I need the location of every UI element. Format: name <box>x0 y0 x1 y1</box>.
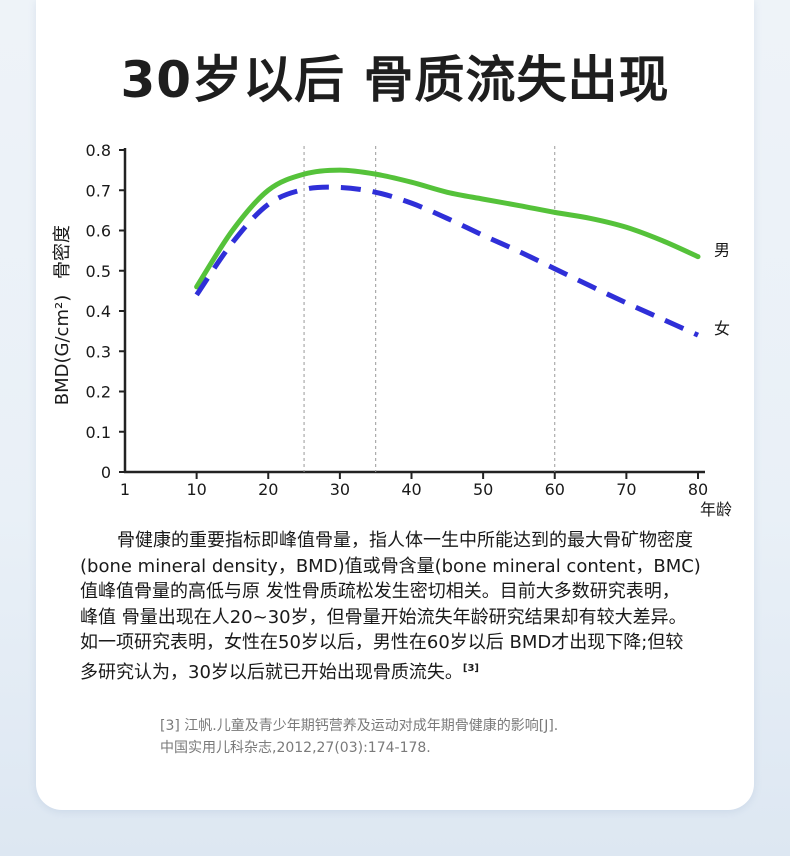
y-axis-label-bottom: BMD(G/cm²) <box>52 295 73 405</box>
paragraph-line: 多研究认为，30岁以后就已开始出现骨质流失。[3] <box>80 656 720 686</box>
series-label: 男 <box>714 241 730 260</box>
x-axis-label: 年龄 <box>700 500 732 519</box>
content-card <box>36 0 754 810</box>
x-tick-label: 30 <box>330 480 350 499</box>
y-tick-label: 0 <box>101 463 111 482</box>
x-tick-label: 80 <box>688 480 708 499</box>
x-tick-label: 10 <box>186 480 206 499</box>
paragraph-line: 如一项研究表明，女性在50岁以后，男性在60岁以后 BMD才出现下降;但较 <box>80 632 684 653</box>
y-tick-label: 0.6 <box>86 222 111 241</box>
y-tick-label: 0.5 <box>86 262 111 281</box>
series-label: 女 <box>714 319 730 338</box>
paragraph-line: (bone mineral density，BMD)值或骨含量(bone min… <box>80 555 701 577</box>
paragraph-line: 骨健康的重要指标即峰值骨量，指人体一生中所能达到的最大骨矿物密度 <box>117 530 693 551</box>
citation-mark: [3] <box>462 662 480 674</box>
x-ticks: 1 10 20 30 40 50 60 70 80 <box>120 472 708 499</box>
bmd-line-chart: 0 0.1 0.2 0.3 0.4 0.5 0.6 0.7 0.8 1 10 20 30 40 50 60 7… <box>52 141 732 519</box>
description-paragraph: 骨健康的重要指标即峰值骨量，指人体一生中所能达到的最大骨矿物密度 (bone m… <box>80 528 720 685</box>
x-tick-label: 20 <box>258 480 278 499</box>
reference-lines <box>303 146 556 472</box>
y-ticks: 0 0.1 0.2 0.3 0.4 0.5 0.6 0.7 0.8 <box>86 141 125 482</box>
y-tick-label: 0.1 <box>86 423 111 442</box>
chart-axes <box>123 148 705 474</box>
reference: [3] 江帆.儿童及青少年期钙营养及运动对成年期骨健康的影响[J]. 中国实用儿… <box>160 715 660 759</box>
x-tick-label: 50 <box>473 480 493 499</box>
y-tick-label: 0.2 <box>86 383 111 402</box>
y-tick-label: 0.4 <box>86 302 111 321</box>
reference-line: 中国实用儿科杂志,2012,27(03):174-178. <box>160 740 431 756</box>
series-line-female <box>194 184 700 338</box>
x-tick-label: 40 <box>401 480 421 499</box>
reference-line: [3] 江帆.儿童及青少年期钙营养及运动对成年期骨健康的影响[J]. <box>160 718 559 734</box>
page-title: 30岁以后 骨质流失出现 <box>120 51 670 109</box>
y-tick-label: 0.8 <box>86 141 111 160</box>
paragraph-line-text: 多研究认为，30岁以后就已开始出现骨质流失。 <box>80 661 463 683</box>
y-axis-label-top: 骨密度 <box>52 225 73 279</box>
paragraph-line: 峰值 骨量出现在人20~30岁，但骨量开始流失年龄研究结果却有较大差异。 <box>80 606 687 628</box>
y-tick-label: 0.3 <box>86 342 111 361</box>
x-tick-label: 70 <box>616 480 636 499</box>
series-line-male <box>194 167 701 290</box>
x-tick-label: 60 <box>545 480 565 499</box>
paragraph-line: 值峰值骨量的高低与原 发性骨质疏松发生密切相关。目前大多数研究表明， <box>80 581 680 602</box>
series-group: 男女 <box>194 167 730 338</box>
y-tick-label: 0.7 <box>86 181 111 200</box>
x-tick-label: 1 <box>120 480 130 499</box>
